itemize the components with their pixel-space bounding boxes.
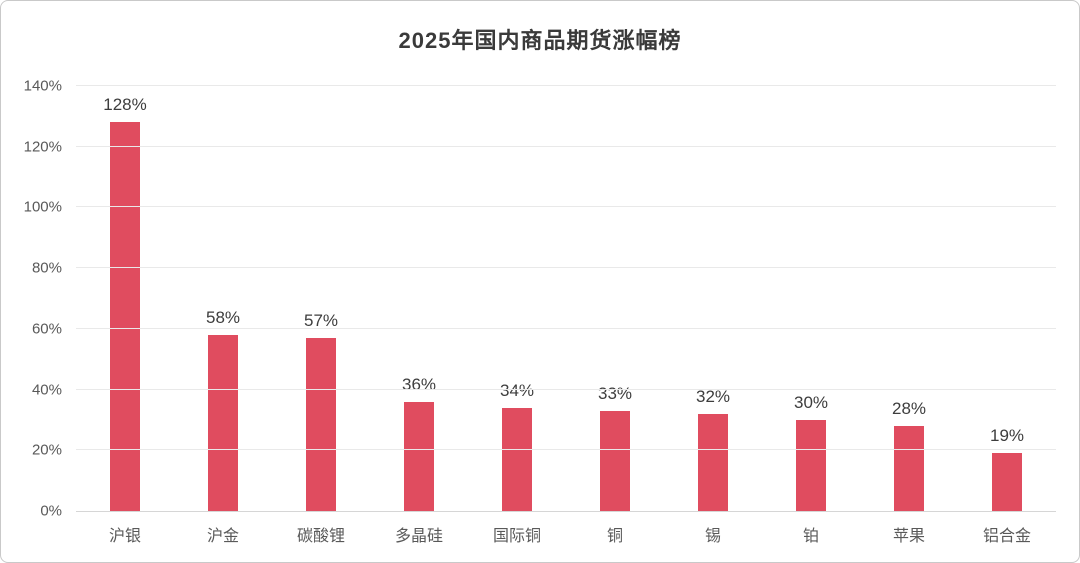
bar-column: 34% [468, 86, 566, 511]
gridline [76, 145, 1056, 147]
x-axis-labels: 沪银 沪金 碳酸锂 多晶硅 国际铜 铜 锡 铂 苹果 铝合金 [76, 522, 1056, 546]
bar-value-label: 57% [303, 310, 339, 330]
bar-value-label: 36% [401, 374, 437, 394]
bar [208, 334, 238, 511]
bar-column: 36% [370, 86, 468, 511]
bar-column: 128% [76, 86, 174, 511]
bar-value-label: 34% [499, 380, 535, 400]
bar [894, 426, 924, 511]
bar-value-label: 32% [695, 386, 731, 406]
bar-value-label: 33% [597, 383, 633, 403]
y-axis-tick-label: 0% [40, 502, 62, 520]
x-axis-category-label: 碳酸锂 [296, 528, 345, 545]
y-axis-tick-label: 80% [31, 259, 62, 277]
plot-area: 128% 58% 57% 36% 34% 33% 32% 30% 28% 19% 0% 20% 40%… [24, 78, 1056, 520]
bar [796, 419, 826, 511]
gridline [76, 267, 1056, 269]
bar [404, 401, 434, 511]
gridline [76, 327, 1056, 329]
y-axis-tick-label: 20% [31, 441, 62, 459]
bar-value-label: 19% [989, 426, 1025, 446]
bar [306, 337, 336, 511]
bar [502, 407, 532, 511]
y-axis-tick-label: 120% [23, 138, 62, 156]
bar-column: 28% [860, 86, 958, 511]
x-axis-category-label: 沪金 [206, 528, 239, 545]
bars-container: 128% 58% 57% 36% 34% 33% 32% 30% 28% 19% [76, 86, 1056, 511]
x-axis-category-label: 苹果 [892, 528, 925, 545]
x-axis-category-label: 铝合金 [982, 528, 1031, 545]
x-axis-category-label: 沪银 [108, 528, 141, 545]
bar-value-label: 28% [891, 399, 927, 418]
x-axis-category-label: 锡 [704, 528, 721, 545]
x-axis-category-label: 国际铜 [492, 528, 541, 545]
bar-column: 58% [174, 86, 272, 511]
gridline [76, 206, 1056, 208]
y-axis-tick-label: 40% [31, 381, 62, 399]
bar-column: 32% [664, 86, 762, 511]
bar [600, 410, 630, 511]
bar-value-label: 128% [103, 95, 147, 115]
bar-column: 30% [762, 86, 860, 511]
bar-value-label: 30% [793, 392, 829, 412]
y-axis-tick-label: 100% [23, 198, 62, 216]
x-axis-category-label: 铜 [606, 528, 623, 545]
gridline [76, 449, 1056, 451]
y-axis-tick-label: 140% [23, 77, 62, 95]
bar [698, 413, 728, 511]
bar-column: 33% [566, 86, 664, 511]
bar-value-label: 58% [205, 307, 241, 327]
chart-title: 2025年国内商品期货涨幅榜 [398, 28, 682, 53]
x-axis-category-label: 铂 [802, 528, 819, 545]
bar [110, 122, 140, 511]
gridline [76, 85, 1056, 86]
bar-column: 57% [272, 86, 370, 511]
x-axis-category-label: 多晶硅 [394, 528, 443, 545]
gridline [76, 388, 1056, 390]
bar [992, 453, 1022, 511]
bar-column: 19% [958, 86, 1056, 511]
y-axis-tick-label: 60% [31, 320, 62, 338]
